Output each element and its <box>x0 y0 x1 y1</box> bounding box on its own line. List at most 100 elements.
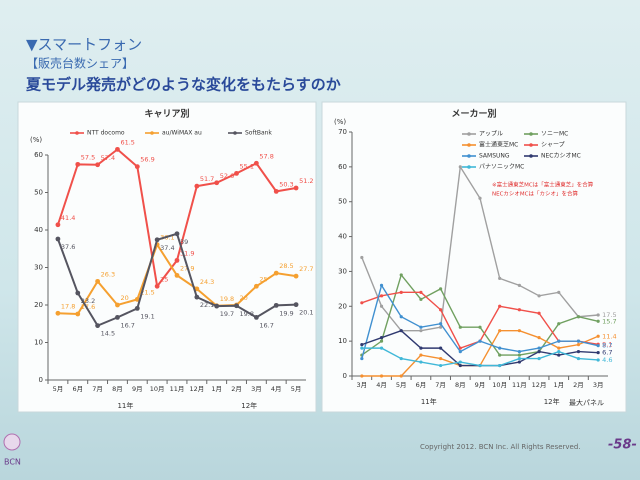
point <box>419 325 423 329</box>
x-tick-label: 8月 <box>112 385 123 393</box>
point <box>293 302 299 308</box>
point <box>557 350 561 354</box>
point <box>478 363 482 368</box>
point <box>360 343 364 347</box>
data-label: 15.7 <box>602 317 616 325</box>
x-tick-label: 6月 <box>416 381 427 389</box>
point <box>360 301 364 305</box>
data-label: 50.3 <box>279 180 293 188</box>
y-tick-label: 30 <box>338 267 347 275</box>
y-tick-label: 10 <box>34 339 43 347</box>
data-label: 14.5 <box>101 330 115 338</box>
subtitle: 【販売台数シェア】 <box>26 56 134 71</box>
y-tick-label: 60 <box>338 163 347 171</box>
point <box>576 356 581 361</box>
point <box>576 315 581 319</box>
point <box>419 297 423 301</box>
point <box>596 319 600 323</box>
x-tick-label: 5月 <box>291 385 302 393</box>
point <box>379 304 384 308</box>
y-tick-label: 10 <box>338 337 347 345</box>
legend-marker <box>233 131 237 135</box>
point <box>419 353 423 357</box>
data-label: 57.5 <box>81 153 95 161</box>
point <box>478 339 482 343</box>
legend-label: NTT docomo <box>87 130 125 137</box>
point <box>537 294 541 298</box>
data-label: 52.6 <box>220 172 234 180</box>
point <box>273 270 279 276</box>
point <box>498 353 502 357</box>
point <box>517 283 521 287</box>
y-tick-label: 0 <box>343 372 347 380</box>
data-label: 16.7 <box>120 321 134 329</box>
x-tick-label: 12月 <box>532 381 547 389</box>
point <box>379 346 384 350</box>
point <box>557 322 561 326</box>
y-tick-label: 60 <box>34 151 43 159</box>
data-label: 28.5 <box>279 262 293 270</box>
point <box>517 308 521 312</box>
point <box>194 183 200 189</box>
data-label: 26.3 <box>101 270 115 278</box>
point <box>115 302 120 308</box>
point <box>174 231 180 237</box>
data-label: 4.6 <box>602 356 612 364</box>
x-tick-label: 8月 <box>455 381 466 389</box>
logo: BCN <box>4 458 21 467</box>
legend-marker <box>467 132 471 136</box>
data-label: 51.2 <box>299 177 313 185</box>
point <box>419 360 423 364</box>
point <box>399 374 403 378</box>
legend-marker <box>529 143 533 147</box>
point <box>596 344 600 348</box>
x-tick-label: 11月 <box>512 381 527 389</box>
data-label: 17.5 <box>602 311 616 319</box>
panel-note: 最大パネル <box>569 398 604 407</box>
data-label: 17.8 <box>61 302 75 310</box>
point <box>458 325 462 329</box>
data-label: 41.4 <box>61 214 75 222</box>
point <box>379 374 384 378</box>
data-label: 31.9 <box>180 249 194 257</box>
point <box>576 339 581 343</box>
point <box>517 353 521 357</box>
x-tick-label: 9月 <box>475 381 486 389</box>
annotation: NECカシオMCは「カシオ」を合算 <box>492 190 579 198</box>
point <box>517 356 521 361</box>
point <box>154 283 160 289</box>
point <box>253 160 259 166</box>
point <box>439 363 443 368</box>
x-tick-label: 1月 <box>553 381 564 389</box>
legend-marker <box>529 154 533 158</box>
point <box>458 350 462 354</box>
point <box>517 329 521 333</box>
page-number: -58- <box>608 438 637 453</box>
data-label: 11.4 <box>602 332 616 340</box>
point <box>517 350 521 354</box>
x-tick-label: 10月 <box>492 381 507 389</box>
legend-marker <box>467 154 471 158</box>
legend-label: au/WiMAX au <box>162 130 202 137</box>
point <box>458 346 462 350</box>
point <box>273 188 279 194</box>
data-label: 22.1 <box>200 301 214 309</box>
point <box>399 329 403 333</box>
x-tick-label: 11月 <box>170 385 185 393</box>
point <box>498 276 502 280</box>
annotation: ※富士通東芝MCは「富士通東芝」を合算 <box>492 181 594 189</box>
y-tick-label: 30 <box>34 264 43 272</box>
point <box>458 363 462 368</box>
x-tick-label: 6月 <box>72 385 83 393</box>
copyright: Copyright 2012. BCN Inc. All Rights Rese… <box>420 443 581 451</box>
x-tick-label: 4月 <box>376 381 387 389</box>
point <box>399 315 403 319</box>
data-label: 16.7 <box>259 321 273 329</box>
chart-panel <box>321 101 627 413</box>
data-label: 19.9 <box>279 309 293 317</box>
x-tick-label: 5月 <box>396 381 407 389</box>
y-axis-label: (%) <box>334 118 346 126</box>
data-label: 27.7 <box>299 265 313 273</box>
point <box>234 170 239 176</box>
